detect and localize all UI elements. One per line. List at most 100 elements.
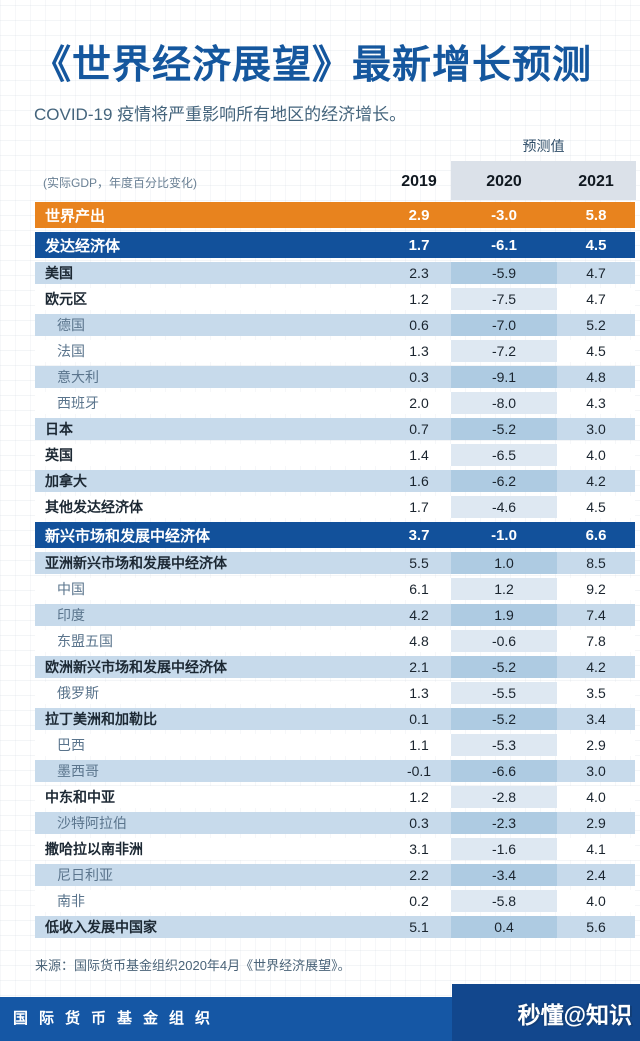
value-2019: 2.3 (409, 265, 429, 281)
value-2020: -5.5 (451, 682, 557, 704)
value-2020: 1.9 (451, 604, 557, 626)
source-note: 来源：国际货币基金组织2020年4月《世界经济展望》。 (35, 958, 351, 973)
table-row: 撒哈拉以南非洲 3.1 -1.6 4.1 (35, 838, 635, 860)
value-2021: 4.2 (586, 659, 606, 675)
value-2021: 3.0 (586, 763, 606, 779)
table-row: 印度 4.2 1.9 7.4 (35, 604, 635, 626)
row-label: 中东和中亚 (45, 789, 115, 805)
value-2019: 1.1 (409, 737, 429, 753)
row-label: 印度 (57, 608, 85, 624)
value-2020: 1.0 (451, 552, 557, 574)
value-2020: -5.3 (451, 734, 557, 756)
value-2020: -2.8 (451, 786, 557, 808)
table-body: 世界产出 2.9 -3.0 5.8 发达经济体 1.7 -6.1 4.5 美国 2.3 -5.9 4.… (35, 202, 635, 942)
value-2021: 4.3 (586, 395, 606, 411)
value-2021: 2.9 (586, 737, 606, 753)
value-2019: 1.4 (409, 447, 429, 463)
table-row: 南非 0.2 -5.8 4.0 (35, 890, 635, 912)
table-row: 美国 2.3 -5.9 4.7 (35, 262, 635, 284)
table-row: 沙特阿拉伯 0.3 -2.3 2.9 (35, 812, 635, 834)
value-2019: 4.8 (409, 633, 429, 649)
value-2020: -7.2 (451, 340, 557, 362)
value-2020: -1.6 (451, 838, 557, 860)
row-label: 意大利 (57, 370, 99, 386)
value-2020: -6.1 (491, 236, 517, 254)
row-label: 西班牙 (57, 396, 99, 412)
table-row: 德国 0.6 -7.0 5.2 (35, 314, 635, 336)
row-label: 低收入发展中国家 (45, 919, 157, 935)
value-2019: 2.9 (408, 206, 430, 224)
value-2020: -5.9 (451, 262, 557, 284)
value-2020: -2.3 (451, 812, 557, 834)
value-2020: -4.6 (451, 496, 557, 518)
row-label: 墨西哥 (57, 764, 99, 780)
table-header: 预测值 (实际GDP，年度百分比变化) 2019 2020 2021 (35, 134, 636, 200)
row-label: 加拿大 (45, 473, 87, 489)
row-label: 德国 (57, 318, 85, 334)
value-2019: 0.3 (409, 815, 429, 831)
table-row: 尼日利亚 2.2 -3.4 2.4 (35, 864, 635, 886)
value-2021: 4.0 (586, 789, 606, 805)
table-row: 欧洲新兴市场和发展中经济体 2.1 -5.2 4.2 (35, 656, 635, 678)
unit-label: (实际GDP，年度百分比变化) (43, 175, 197, 190)
year-header-2021: 2021 (578, 173, 614, 190)
value-2020: -5.2 (451, 656, 557, 678)
table-row: 西班牙 2.0 -8.0 4.3 (35, 392, 635, 414)
table-row: 世界产出 2.9 -3.0 5.8 (35, 202, 635, 228)
value-2020: -1.0 (491, 526, 517, 544)
value-2021: 4.5 (586, 343, 606, 359)
value-2020: -9.1 (451, 366, 557, 388)
row-label: 其他发达经济体 (45, 499, 143, 515)
value-2021: 4.2 (586, 473, 606, 489)
table-row: 加拿大 1.6 -6.2 4.2 (35, 470, 635, 492)
value-2021: 3.4 (586, 711, 606, 727)
row-label: 沙特阿拉伯 (57, 816, 127, 832)
value-2021: 5.2 (586, 317, 606, 333)
value-2019: 2.0 (409, 395, 429, 411)
row-label: 欧元区 (45, 291, 87, 307)
table-row: 日本 0.7 -5.2 3.0 (35, 418, 635, 440)
value-2021: 4.7 (586, 265, 606, 281)
value-2019: 2.1 (409, 659, 429, 675)
value-2019: 0.1 (409, 711, 429, 727)
table-row: 墨西哥 -0.1 -6.6 3.0 (35, 760, 635, 782)
value-2020: -6.6 (451, 760, 557, 782)
value-2019: 0.7 (409, 421, 429, 437)
value-2021: 3.5 (586, 685, 606, 701)
value-2021: 4.1 (586, 841, 606, 857)
imf-org-name: 国际货币基金组织 (13, 1010, 222, 1027)
value-2019: 6.1 (409, 581, 429, 597)
table-row: 中国 6.1 1.2 9.2 (35, 578, 635, 600)
value-2021: 8.5 (586, 555, 606, 571)
value-2019: 1.2 (409, 291, 429, 307)
value-2019: -0.1 (406, 763, 432, 779)
row-label: 拉丁美洲和加勒比 (45, 711, 157, 727)
column-headers: (实际GDP，年度百分比变化) 2019 2020 2021 (35, 164, 635, 200)
row-label: 世界产出 (45, 207, 106, 225)
value-2020: -3.4 (451, 864, 557, 886)
value-2019: 1.2 (409, 789, 429, 805)
value-2021: 4.5 (586, 499, 606, 515)
year-header-2020: 2020 (486, 173, 522, 190)
table-row: 东盟五国 4.8 -0.6 7.8 (35, 630, 635, 652)
value-2021: 4.0 (586, 447, 606, 463)
value-2021: 4.5 (585, 236, 607, 254)
value-2020: -8.0 (451, 392, 557, 414)
table-row: 俄罗斯 1.3 -5.5 3.5 (35, 682, 635, 704)
forecast-band (451, 161, 636, 200)
value-2020: -5.2 (451, 708, 557, 730)
row-label: 美国 (45, 265, 73, 281)
table-row: 发达经济体 1.7 -6.1 4.5 (35, 232, 635, 258)
table-row: 中东和中亚 1.2 -2.8 4.0 (35, 786, 635, 808)
table-row: 拉丁美洲和加勒比 0.1 -5.2 3.4 (35, 708, 635, 730)
row-label: 法国 (57, 344, 85, 360)
value-2021: 9.2 (586, 581, 606, 597)
value-2021: 4.8 (586, 369, 606, 385)
table-row: 巴西 1.1 -5.3 2.9 (35, 734, 635, 756)
value-2019: 1.3 (409, 343, 429, 359)
row-label: 英国 (45, 447, 73, 463)
value-2019: 0.2 (409, 893, 429, 909)
watermark-block: 秒懂@知识 (452, 984, 640, 1041)
row-label: 日本 (45, 421, 73, 437)
